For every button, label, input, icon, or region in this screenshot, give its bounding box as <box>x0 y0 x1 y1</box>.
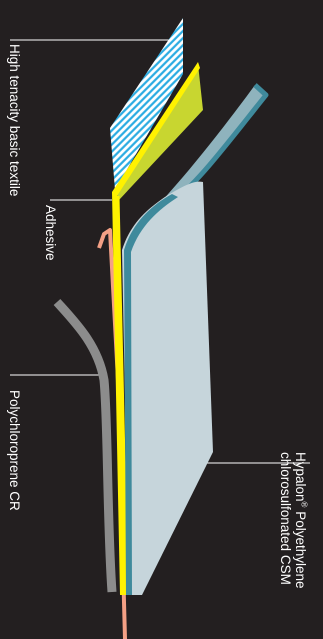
label-polychloroprene: Polychloroprene CR <box>7 390 22 511</box>
polychloroprene-strip <box>53 298 117 593</box>
label-hypalon-line1: Hypalon® Polyethylene <box>293 452 309 589</box>
label-adhesive: Adhesive <box>43 205 58 261</box>
label-adhesive-text: Adhesive <box>43 205 58 261</box>
adhesive-band <box>115 64 203 200</box>
label-polychloroprene-text: Polychloroprene CR <box>7 390 22 511</box>
label-hypalon-brand: Hypalon <box>293 452 308 502</box>
label-hypalon-rest: Polyethylene <box>293 507 308 589</box>
label-textile-text: High tenacity basic textile <box>7 44 22 197</box>
csm-front-edge <box>124 194 178 595</box>
csm-front-face <box>122 181 213 595</box>
adhesive-bottom-edge <box>114 195 129 596</box>
adhesive-edge <box>112 62 200 595</box>
label-textile: High tenacity basic textile <box>7 44 22 196</box>
textile-layer <box>110 18 183 190</box>
csm-back-sheet <box>130 85 266 262</box>
label-hypalon-line2: chlorosulfonated CSM <box>278 452 293 585</box>
label-hypalon-csm: Hypalon® Polyethylene chlorosulfonated C… <box>278 452 309 589</box>
